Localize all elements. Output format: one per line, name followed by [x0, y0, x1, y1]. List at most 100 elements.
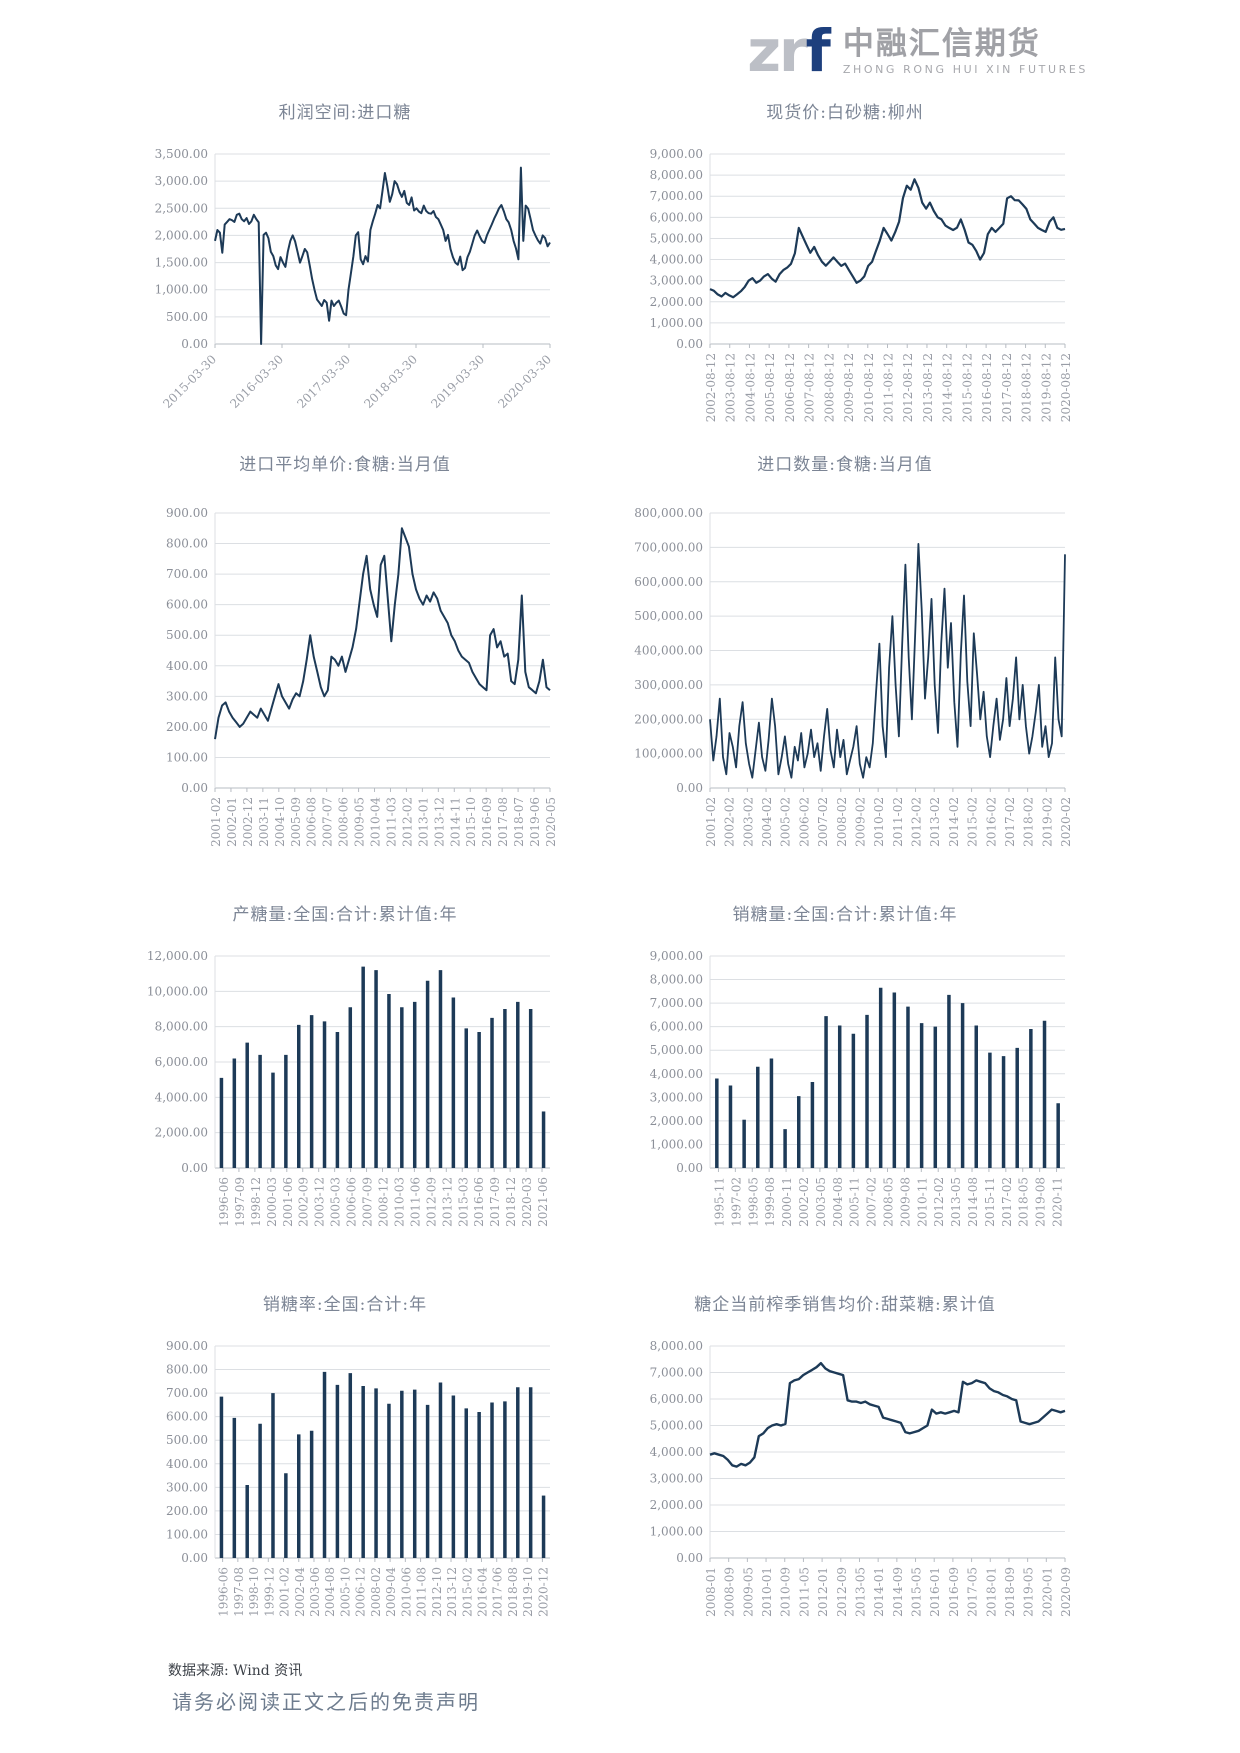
x-tick-label: 1997-08	[232, 1567, 246, 1617]
series-line	[709, 543, 1066, 779]
x-tick-label: 2005-02	[779, 797, 793, 847]
x-tick-label: 2008-09	[723, 1567, 737, 1617]
x-tick-label: 2015-08-12	[960, 353, 974, 422]
x-tick-label: 2018-03-30	[361, 352, 420, 411]
y-tick-label: 0.00	[676, 1551, 703, 1565]
chart-profit-margin-svg: 0.00 500.00 1,000.00 1,500.00 2,000.00 2,500.…	[155, 147, 555, 411]
logo-zr-text: zr	[747, 17, 807, 85]
x-tick-label: 2013-12	[432, 797, 446, 847]
x-tick-label: 2016-09	[947, 1567, 961, 1617]
x-tick-label: 2013-02	[928, 797, 942, 847]
x-tick-label: 2018-07	[512, 797, 526, 847]
y-tick-label: 8,000.00	[155, 1020, 208, 1034]
x-tick-label: 2003-08-12	[724, 353, 738, 422]
x-tick-label: 2017-05	[966, 1567, 980, 1617]
series-line	[214, 527, 551, 740]
x-tick-label: 2008-01	[704, 1567, 718, 1617]
y-tick-label: 400.00	[166, 1457, 208, 1471]
y-tick-label: 3,000.00	[650, 1090, 703, 1104]
chart-import-avg-unit-price: 进口平均单价:食糖:当月值 0.00 100.00 200.00 300.00 400.…	[130, 452, 560, 864]
y-tick-label: 5,000.00	[650, 231, 703, 245]
x-tick-label: 2012-08-12	[901, 353, 915, 422]
x-tick-label: 2011-08-12	[882, 353, 896, 422]
y-tick-label: 200.00	[166, 720, 208, 734]
chart-title: 糖企当前榨季销售均价:甜菜糖:累计值	[694, 1295, 996, 1315]
y-tick-label: 300,000.00	[634, 678, 703, 692]
y-tick-label: 1,000.00	[650, 316, 703, 330]
x-tick-label: 2013-05	[949, 1177, 963, 1227]
x-tick-label: 2018-12	[504, 1177, 518, 1227]
y-tick-label: 600.00	[166, 1410, 208, 1424]
x-tick-label: 2019-02	[1040, 797, 1054, 847]
x-tick-label: 2020-05	[544, 797, 558, 847]
x-tick-label: 2011-06	[408, 1177, 422, 1227]
y-tick-label: 3,000.00	[650, 274, 703, 288]
y-tick-label: 100,000.00	[634, 747, 703, 761]
x-tick-label: 2017-03-30	[294, 352, 353, 411]
logo-english-name: ZHONG RONG HUI XIN FUTURES	[842, 62, 1088, 76]
chart-sugar-sales-rate: 销糖率:全国:合计:年 0.00 100.00 200.00 300.00 400.00…	[130, 1292, 560, 1634]
x-tick-label: 2016-04	[475, 1567, 489, 1617]
x-tick-label: 2013-12	[440, 1177, 454, 1227]
x-tick-label: 2007-07	[321, 797, 335, 847]
y-tick-label: 4,000.00	[650, 1445, 703, 1459]
chart-sugar-production-svg: 0.00 2,000.00 4,000.00 6,000.00 8,000.00 10,0…	[147, 949, 550, 1227]
x-tick-label: 2020-03-30	[495, 352, 554, 411]
x-tick-label: 2012-02	[932, 1177, 946, 1227]
y-tick-label: 6,000.00	[650, 1392, 703, 1406]
x-tick-label: 2007-09	[361, 1177, 375, 1227]
x-tick-label: 2018-02	[1022, 797, 1036, 847]
x-tick-label: 2008-05	[882, 1177, 896, 1227]
y-tick-label: 8,000.00	[650, 1339, 703, 1353]
y-tick-label: 6,000.00	[650, 210, 703, 224]
y-tick-label: 9,000.00	[650, 147, 703, 161]
disclaimer-note: 请务必阅读正文之后的免责声明	[172, 1690, 480, 1714]
y-tick-label: 3,000.00	[155, 174, 208, 188]
x-tick-label: 2015-10	[464, 797, 478, 847]
y-tick-label: 700.00	[166, 1386, 208, 1400]
x-tick-label: 1998-10	[247, 1567, 261, 1617]
chart-sugar-sales-svg: 0.00 1,000.00 2,000.00 3,000.00 4,000.00 5,00…	[650, 949, 1065, 1227]
y-tick-label: 400.00	[166, 659, 208, 673]
x-tick-label: 2014-01	[872, 1567, 886, 1617]
x-tick-label: 2006-06	[345, 1177, 359, 1227]
chart-spot-price-white-sugar-liuzhou: 现货价:白砂糖:柳州 0.00 1,000.00 2,000.00 3,000.00 4…	[615, 100, 1075, 448]
chart-title: 产糖量:全国:合计:累计值:年	[232, 905, 458, 925]
x-tick-label: 2010-03	[392, 1177, 406, 1227]
y-tick-label: 3,000.00	[650, 1472, 703, 1486]
y-tick-label: 700.00	[166, 567, 208, 581]
y-tick-label: 5,000.00	[650, 1043, 703, 1057]
y-tick-label: 1,000.00	[650, 1137, 703, 1151]
y-tick-label: 0.00	[676, 1161, 703, 1175]
x-tick-label: 2020-08-12	[1059, 353, 1073, 422]
x-tick-label: 2009-02	[853, 797, 867, 847]
x-tick-label: 2009-05	[741, 1567, 755, 1617]
x-tick-label: 2000-11	[780, 1177, 794, 1227]
x-tick-label: 2002-09	[297, 1177, 311, 1227]
chart-profit-margin-imported-sugar: 利润空间:进口糖 0.00 500.00 1,000.00 1,500.00 2,000…	[130, 100, 560, 433]
x-tick-label: 2015-03-30	[160, 352, 219, 411]
y-tick-label: 0.00	[676, 337, 703, 351]
x-tick-label: 2005-03	[329, 1177, 343, 1227]
y-tick-label: 6,000.00	[650, 1020, 703, 1034]
y-tick-label: 500.00	[166, 310, 208, 324]
y-tick-label: 0.00	[181, 337, 208, 351]
x-tick-label: 2019-08	[1034, 1177, 1048, 1227]
x-tick-label: 2007-02	[865, 1177, 879, 1227]
y-tick-label: 0.00	[181, 1551, 208, 1565]
x-tick-label: 2019-10	[521, 1567, 535, 1617]
y-tick-label: 100.00	[166, 750, 208, 764]
x-tick-label: 2003-02	[741, 797, 755, 847]
x-tick-label: 1996-06	[217, 1177, 231, 1227]
x-tick-label: 2001-02	[209, 797, 223, 847]
x-tick-label: 2015-05	[910, 1567, 924, 1617]
x-tick-label: 2012-01	[816, 1567, 830, 1617]
chart-sugar-sales-rate-svg: 0.00 100.00 200.00 300.00 400.00 500.00 600.00…	[166, 1339, 550, 1617]
x-tick-label: 2012-09	[835, 1567, 849, 1617]
y-tick-label: 12,000.00	[147, 949, 208, 963]
x-tick-label: 2013-05	[853, 1567, 867, 1617]
x-tick-label: 2006-08-12	[783, 353, 797, 422]
logo-f-text: f	[805, 17, 831, 85]
logo-wordmark: 中融汇信期货 ZHONG RONG HUI XIN FUTURES	[843, 27, 1088, 76]
